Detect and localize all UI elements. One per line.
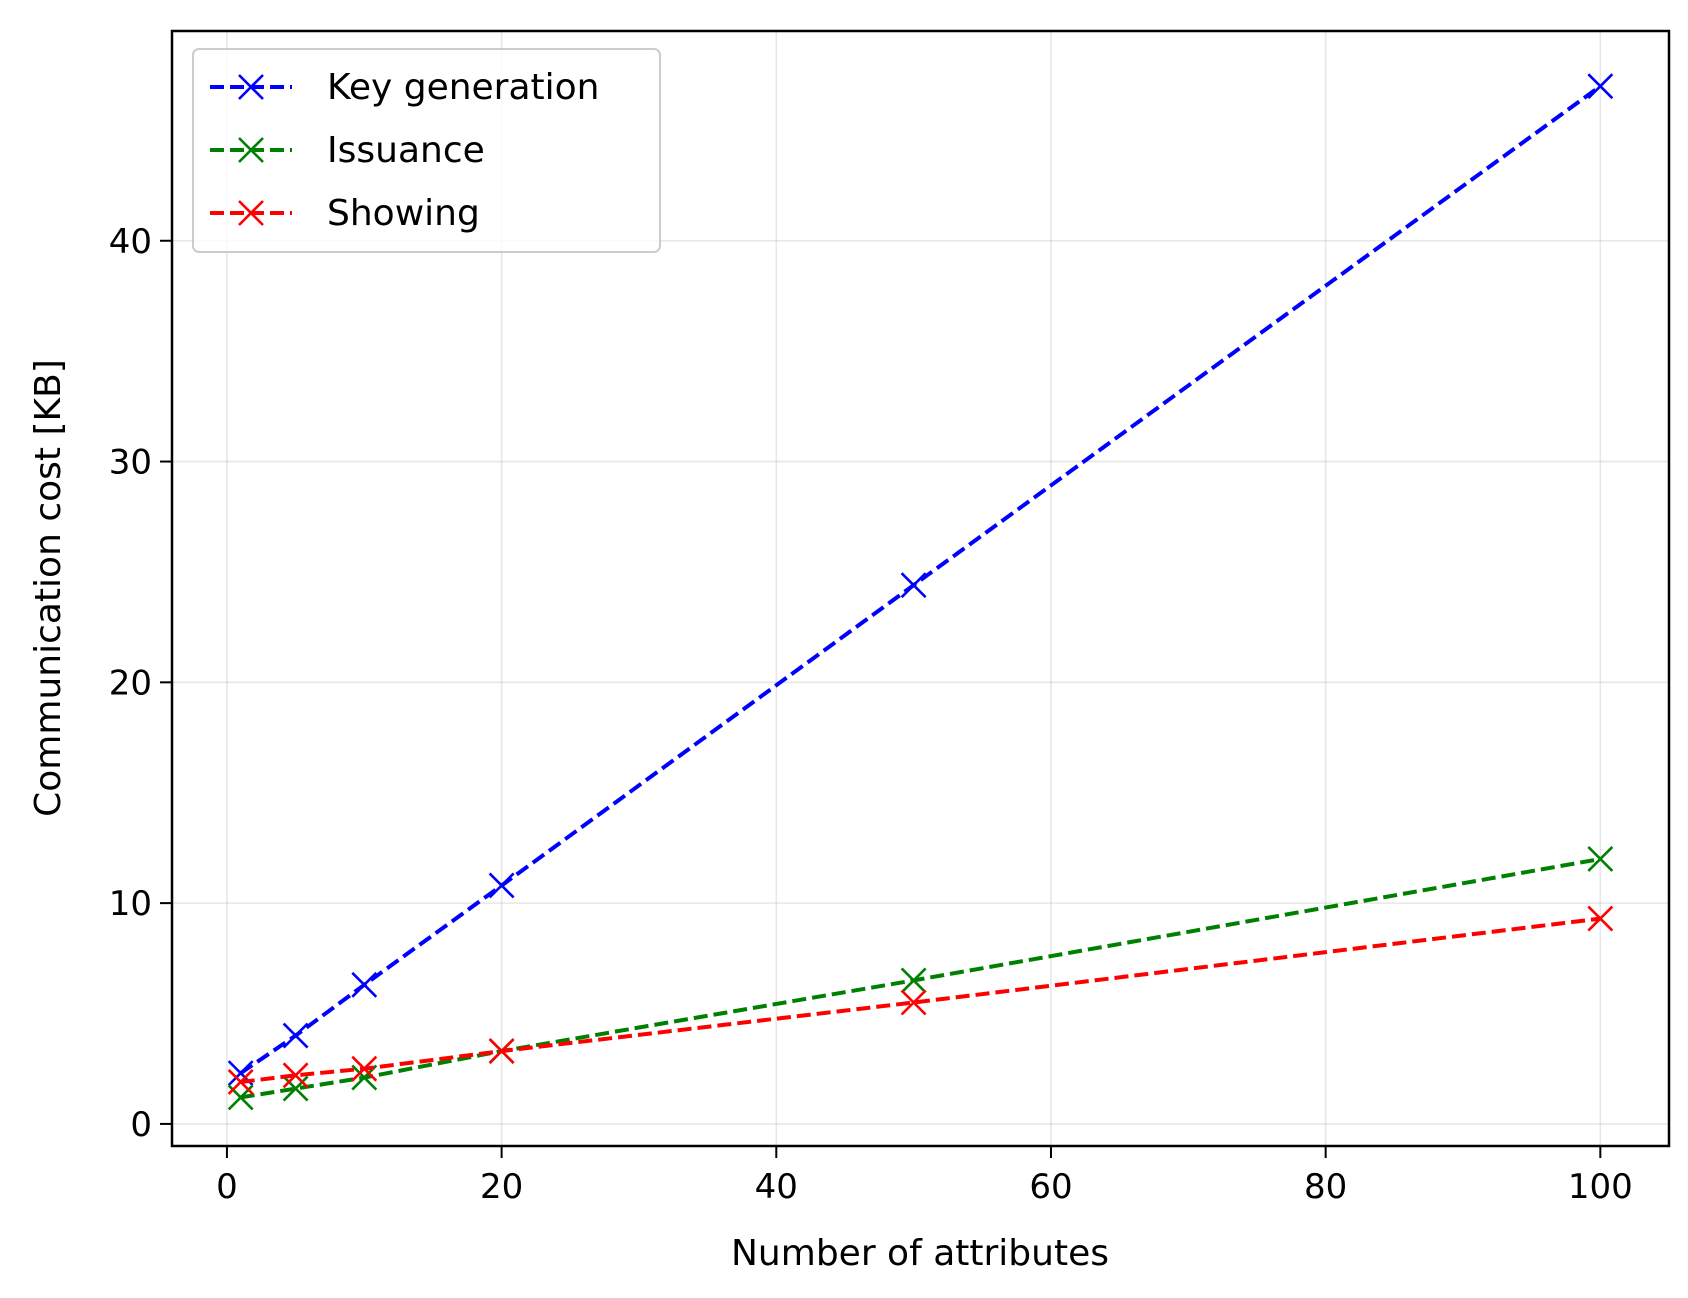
series-showing: [227, 905, 1614, 1095]
y-tick-label: 40: [109, 222, 152, 262]
data-point: [282, 1062, 309, 1089]
marker-stroke: [238, 74, 264, 100]
series-issuance: [227, 846, 1614, 1111]
marker-stroke: [282, 1075, 309, 1102]
marker-stroke: [1587, 73, 1614, 100]
marker-stroke: [282, 1062, 309, 1089]
marker-stroke: [1587, 846, 1614, 872]
x-tick-label: 60: [1029, 1167, 1072, 1207]
x-tick-label: 100: [1568, 1167, 1633, 1207]
marker-stroke: [227, 1060, 254, 1087]
series-line: [239, 84, 1602, 1075]
legend-label: Showing: [327, 193, 480, 234]
y-tick-label: 0: [130, 1105, 152, 1145]
x-tick-label: 0: [216, 1167, 238, 1207]
legend-entry: Showing: [210, 193, 480, 234]
x-tick-label: 20: [480, 1167, 523, 1207]
legend-entry: Key generation: [210, 67, 600, 108]
data-point: [351, 971, 378, 998]
x-tick-label: 80: [1304, 1167, 1347, 1207]
marker-stroke: [1587, 905, 1614, 932]
axis-ticks: 0 20 40 60 80 100 0 10 20 30 40: [109, 222, 1633, 1207]
legend-label: Key generation: [327, 67, 600, 108]
legend: Key generation Issuance Showing: [192, 48, 661, 253]
data-point: [900, 989, 927, 1016]
marker-stroke: [488, 1038, 515, 1064]
x-axis-label: Number of attributes: [731, 1233, 1109, 1274]
data-point: [1587, 73, 1614, 100]
series-line: [240, 916, 1601, 1084]
data-point: [1587, 905, 1614, 932]
marker-stroke: [900, 572, 927, 599]
x-tick-label: 40: [755, 1167, 798, 1207]
data-point: [488, 872, 515, 899]
data-point: [900, 967, 927, 994]
plot-frame: [170, 29, 1671, 1148]
y-axis-label: Communication cost [KB]: [28, 359, 69, 817]
data-point: [900, 572, 927, 599]
y-tick-label: 10: [109, 884, 152, 924]
legend-label: Issuance: [327, 130, 485, 171]
legend-entry: Issuance: [210, 130, 485, 171]
data-point: [351, 1055, 378, 1082]
series-key-generation: [227, 73, 1614, 1087]
data-point: [227, 1069, 254, 1095]
marker-stroke: [900, 989, 927, 1016]
data-point: [282, 1022, 309, 1049]
marker-stroke: [238, 200, 264, 226]
marker-stroke: [351, 971, 378, 998]
legend-marker: [238, 74, 264, 100]
data-point: [488, 1038, 515, 1064]
marker-stroke: [238, 137, 264, 163]
marker-stroke: [227, 1069, 254, 1095]
legend-marker: [238, 200, 264, 226]
marker-stroke: [282, 1022, 309, 1049]
marker-stroke: [351, 1055, 378, 1082]
marker-stroke: [900, 967, 927, 994]
marker-stroke: [488, 872, 515, 899]
data-point: [1587, 846, 1614, 872]
data-point: [282, 1075, 309, 1102]
legend-box: [192, 48, 661, 253]
legend-marker: [238, 137, 264, 163]
y-tick-label: 30: [109, 443, 152, 483]
series-line: [240, 857, 1601, 1100]
y-tick-label: 20: [109, 663, 152, 703]
series-lines: [227, 73, 1614, 1111]
